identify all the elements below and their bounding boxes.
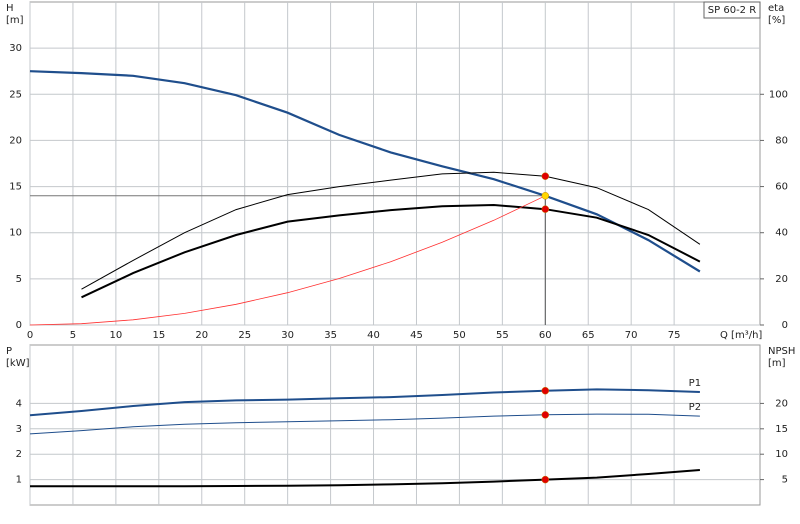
x-tick-label: 45: [410, 330, 423, 341]
curve: [30, 469, 700, 488]
y2-tick-label: 20: [775, 398, 788, 409]
x-tick-label: 35: [324, 330, 337, 341]
curve: [81, 203, 701, 299]
duty-point: [541, 172, 550, 180]
y2-tick-label: 20: [775, 274, 788, 285]
x-tick-label: 0: [27, 330, 33, 341]
curve: [81, 171, 701, 290]
label-box: [703, 1, 761, 19]
y2-axis-label: [m]: [768, 358, 786, 369]
duty-point: [541, 192, 550, 200]
x-tick-label: 5: [70, 330, 76, 341]
y-axis-label: [kW]: [6, 358, 30, 369]
duty-point: [541, 205, 550, 213]
curve: [29, 388, 700, 417]
y-tick-label: 15: [9, 182, 22, 193]
x-tick-label: 15: [152, 330, 165, 341]
y-tick-label: 30: [9, 43, 22, 54]
y-tick-label: 10: [9, 228, 22, 239]
y2-axis-label: NPSH: [768, 346, 795, 357]
series-label: P1: [689, 378, 701, 389]
x-tick-label: 70: [625, 330, 638, 341]
y-tick-label: 1: [16, 475, 22, 486]
y2-tick-label: 40: [775, 228, 788, 239]
duty-point: [541, 386, 550, 395]
x-axis-label: Q [m³/h]: [720, 330, 762, 341]
chart-label: SP 60-2 R: [708, 5, 756, 16]
y2-tick-label: 60: [775, 182, 788, 193]
y-tick-label: 20: [9, 135, 22, 146]
x-tick-label: 75: [668, 330, 681, 341]
y-axis-label: [m]: [6, 15, 24, 26]
y-tick-label: 4: [16, 398, 22, 409]
x-tick-label: 50: [453, 330, 466, 341]
y2-tick-label: 80: [775, 135, 788, 146]
x-tick-label: 25: [238, 330, 251, 341]
y-tick-label: 3: [16, 424, 22, 435]
x-tick-label: 55: [496, 330, 509, 341]
curve: [29, 195, 546, 326]
y-tick-label: 5: [16, 274, 22, 285]
x-tick-label: 60: [539, 330, 552, 341]
plot-area: [29, 344, 761, 506]
y-axis-label: H: [6, 3, 14, 14]
y2-tick-label: 15: [775, 424, 788, 435]
y-tick-label: 0: [16, 320, 22, 331]
y2-tick-label: 5: [782, 475, 788, 486]
x-tick-label: 30: [281, 330, 294, 341]
x-tick-label: 65: [582, 330, 595, 341]
x-tick-label: 20: [195, 330, 208, 341]
x-tick-label: 40: [367, 330, 380, 341]
y-tick-label: 25: [9, 89, 22, 100]
y2-tick-label: 10: [775, 449, 788, 460]
curve: [29, 413, 700, 435]
y2-tick-label: 100: [769, 89, 788, 100]
series-label: P2: [689, 402, 701, 413]
curve: [29, 70, 701, 273]
y2-axis-label: eta: [768, 3, 784, 14]
plot-area: [29, 1, 761, 326]
duty-point: [541, 475, 550, 484]
y2-axis-label: [%]: [768, 15, 785, 26]
y-tick-label: 2: [16, 449, 22, 460]
y-axis-label: P: [6, 346, 12, 357]
x-tick-label: 10: [110, 330, 123, 341]
y2-tick-label: 0: [782, 320, 788, 331]
duty-point: [541, 411, 550, 419]
